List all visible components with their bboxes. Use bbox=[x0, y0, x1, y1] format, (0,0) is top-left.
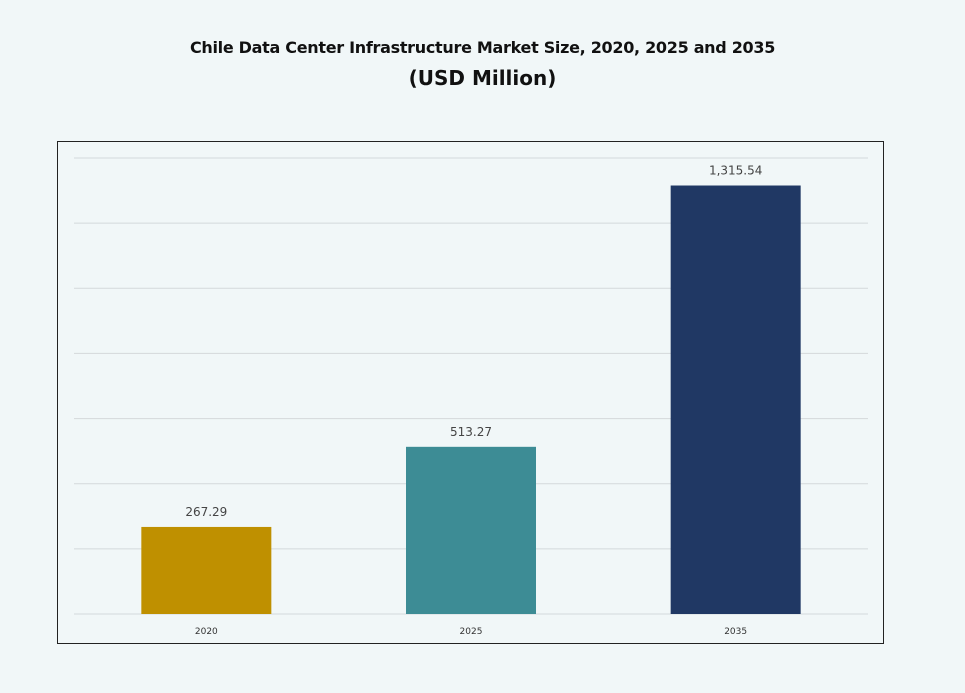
chart-title: Chile Data Center Infrastructure Market … bbox=[189, 38, 776, 57]
data-label: 1,315.54 bbox=[709, 164, 762, 178]
data-label: 267.29 bbox=[185, 505, 227, 519]
x-tick-label: 2020 bbox=[195, 627, 218, 637]
data-label: 513.27 bbox=[450, 425, 492, 439]
x-tick-label: 2035 bbox=[724, 627, 747, 637]
bar-2020 bbox=[141, 526, 272, 614]
chart-subtitle: (USD Million) bbox=[408, 66, 557, 90]
bar-2035 bbox=[670, 185, 801, 614]
bar-2025 bbox=[406, 446, 536, 614]
chart-frame bbox=[57, 141, 884, 644]
x-tick-label: 2025 bbox=[460, 627, 483, 637]
